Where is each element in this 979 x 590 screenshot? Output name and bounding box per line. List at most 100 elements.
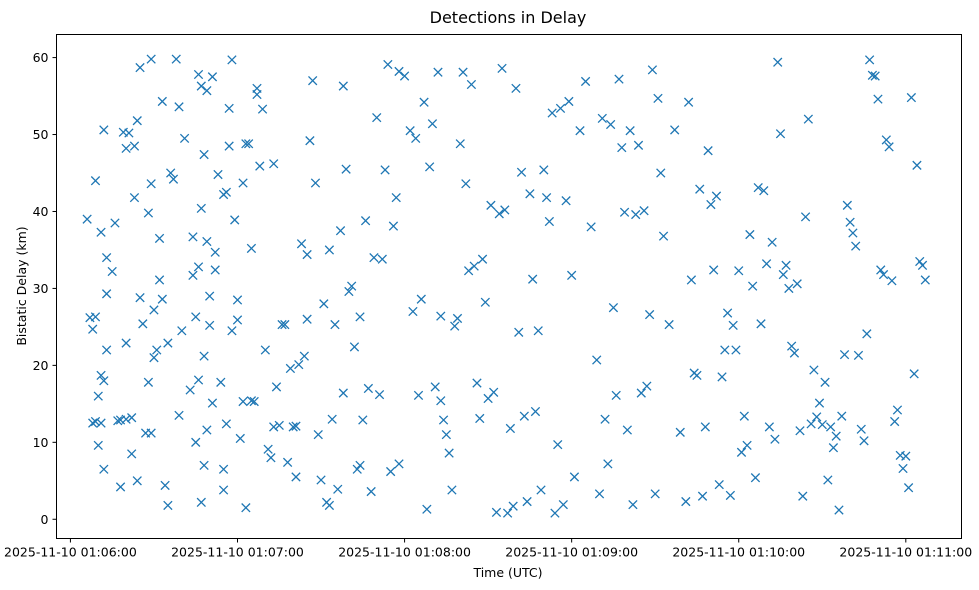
data-point	[163, 338, 173, 348]
x-tick-label: 2025-11-10 01:11:00	[839, 545, 972, 560]
data-point	[163, 500, 173, 511]
data-point	[761, 259, 772, 269]
data-point	[759, 186, 769, 196]
data-point	[603, 459, 613, 469]
data-point	[566, 270, 577, 281]
data-point	[522, 496, 532, 507]
data-point	[717, 372, 727, 382]
data-point	[820, 377, 830, 387]
x-tick-label: 2025-11-10 01:10:00	[672, 545, 805, 560]
data-point	[399, 71, 410, 81]
data-point	[313, 429, 323, 440]
data-point	[291, 421, 301, 431]
data-point	[271, 382, 282, 392]
data-point	[778, 269, 788, 280]
data-point	[101, 345, 112, 355]
scatter-points	[82, 54, 930, 518]
data-point	[619, 207, 630, 217]
data-point	[257, 104, 268, 114]
data-point	[146, 54, 156, 64]
data-point	[360, 216, 371, 226]
data-point	[516, 167, 527, 177]
data-point	[132, 476, 142, 486]
data-point	[803, 114, 814, 124]
data-point	[795, 426, 805, 436]
data-point	[90, 176, 101, 186]
data-point	[310, 178, 321, 188]
data-point	[764, 422, 775, 432]
data-point	[308, 76, 318, 86]
x-tick-label: 2025-11-10 01:08:00	[338, 545, 471, 560]
data-point	[174, 102, 184, 112]
data-point	[274, 420, 284, 431]
data-point	[224, 103, 234, 114]
data-point	[856, 424, 866, 434]
data-point	[617, 142, 627, 153]
data-point	[792, 279, 802, 289]
data-point	[458, 67, 468, 77]
data-point	[385, 466, 396, 477]
data-point	[644, 309, 655, 320]
data-point	[864, 55, 875, 65]
data-point	[438, 415, 449, 425]
data-point	[241, 139, 251, 149]
data-point	[369, 252, 379, 263]
data-point	[731, 345, 741, 355]
data-point	[605, 119, 616, 130]
data-point	[416, 294, 426, 304]
data-point	[101, 252, 112, 263]
data-point	[800, 212, 811, 222]
data-point	[427, 119, 438, 129]
data-point	[441, 429, 452, 440]
data-point	[828, 443, 839, 453]
data-point	[319, 299, 329, 309]
data-point	[202, 236, 212, 247]
data-point	[773, 57, 783, 67]
data-point	[912, 160, 922, 170]
data-point	[502, 508, 513, 518]
data-point	[291, 472, 301, 482]
data-point	[695, 184, 705, 194]
data-point	[93, 440, 103, 451]
data-point	[489, 387, 499, 397]
data-point	[901, 451, 911, 461]
data-point	[232, 295, 243, 305]
data-point	[845, 217, 855, 227]
data-point	[722, 308, 733, 318]
data-point	[171, 54, 181, 64]
data-point	[419, 97, 429, 107]
data-point	[107, 266, 117, 277]
data-point	[252, 83, 262, 94]
data-point	[625, 126, 635, 136]
data-point	[622, 425, 633, 435]
data-point	[711, 191, 722, 201]
data-point	[174, 410, 184, 421]
data-point	[127, 449, 137, 459]
data-point	[374, 389, 385, 400]
data-point	[463, 266, 474, 276]
data-point	[636, 388, 646, 398]
data-point	[199, 351, 209, 361]
x-axis: 2025-11-10 01:06:00 2025-11-10 01:07:00 20…	[4, 538, 972, 560]
data-point	[806, 419, 816, 429]
data-point	[597, 113, 607, 124]
data-point	[154, 233, 165, 244]
data-point	[260, 345, 271, 355]
data-point	[558, 499, 568, 510]
data-point	[786, 341, 797, 351]
data-point	[243, 139, 254, 149]
data-point	[798, 491, 808, 501]
data-point	[533, 326, 543, 336]
data-point	[324, 245, 335, 255]
data-point	[642, 381, 652, 391]
data-point	[372, 112, 382, 123]
data-point	[500, 205, 510, 215]
data-point	[633, 140, 644, 150]
data-point	[586, 222, 596, 232]
data-point	[447, 485, 457, 495]
data-point	[789, 348, 800, 358]
data-point	[424, 162, 435, 172]
data-point	[580, 76, 591, 87]
data-point	[227, 326, 237, 336]
data-point	[812, 412, 822, 422]
